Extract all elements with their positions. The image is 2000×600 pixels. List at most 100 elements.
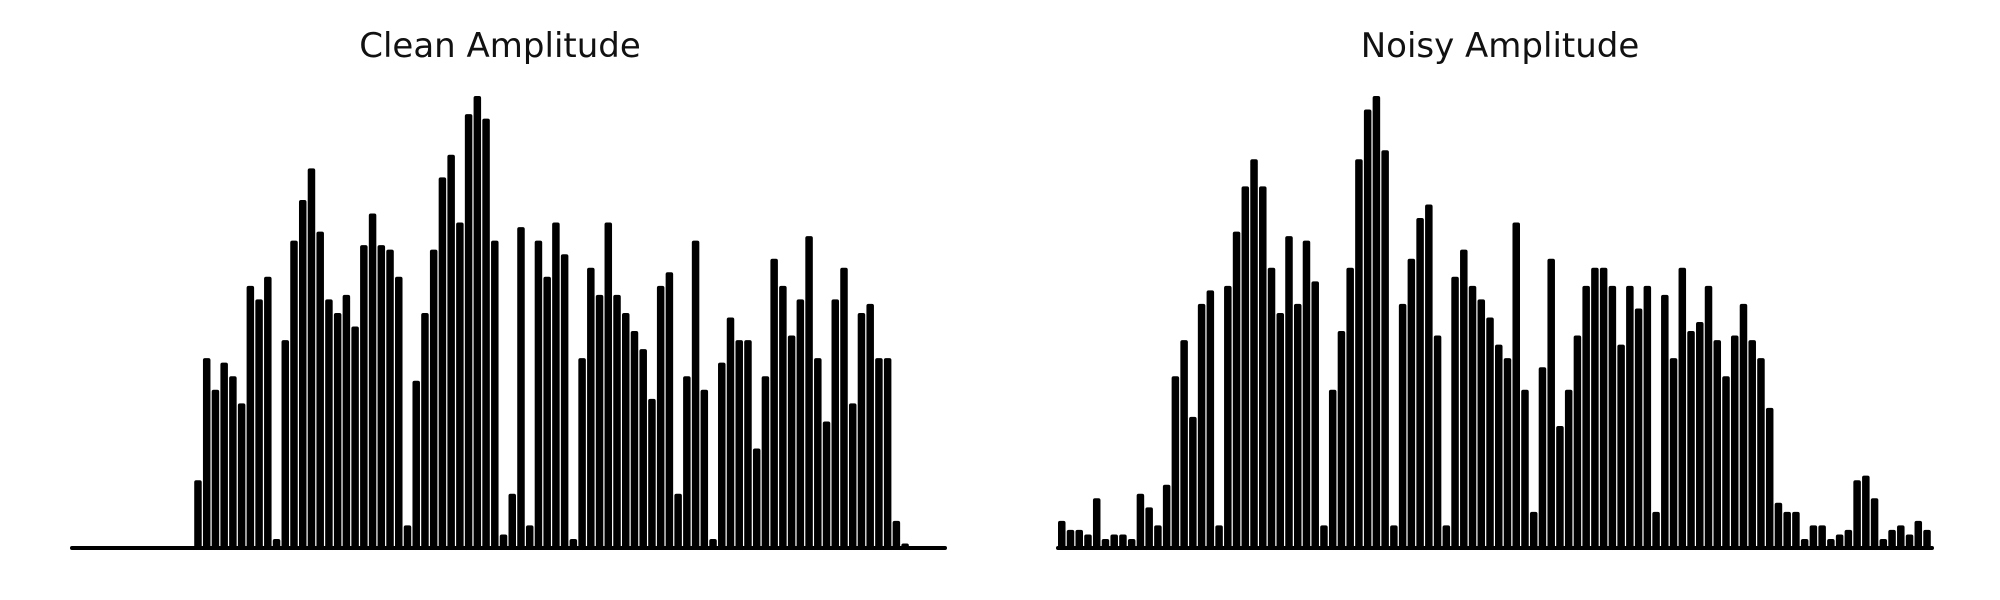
clean-amplitude-bar	[665, 272, 674, 548]
clean-amplitude-bar	[770, 258, 778, 548]
clean-amplitude-bar	[333, 312, 342, 548]
noisy-amplitude-bar	[1687, 331, 1695, 548]
noisy-amplitude-bar	[1145, 507, 1153, 548]
noisy-amplitude-bar	[1582, 285, 1590, 548]
noisy-amplitude-bar	[1119, 534, 1127, 548]
noisy-amplitude-bar	[1407, 258, 1416, 548]
noisy-amplitude-bar	[1661, 294, 1669, 548]
clean-amplitude-bar	[840, 267, 848, 548]
noisy-amplitude-bar	[1224, 285, 1232, 548]
clean-amplitude-bar	[202, 358, 211, 548]
clean-amplitude-bar	[587, 267, 595, 548]
noisy-amplitude-bar	[1897, 525, 1905, 548]
noisy-amplitude-bar	[1495, 344, 1503, 548]
clean-amplitude-bar	[543, 276, 551, 548]
noisy-amplitude-bar	[1669, 358, 1678, 548]
clean-amplitude-bar	[569, 538, 578, 548]
clean-amplitude-bar	[316, 231, 324, 548]
noisy-amplitude-bar	[1127, 538, 1136, 548]
clean-amplitude-bar	[246, 285, 255, 548]
clean-amplitude-bar	[674, 493, 682, 548]
noisy-amplitude-bar	[1521, 389, 1529, 548]
noisy-amplitude-bar	[1626, 285, 1634, 548]
clean-amplitude-bar	[883, 358, 892, 548]
clean-amplitude-bar	[901, 543, 909, 548]
clean-amplitude-bar	[735, 340, 743, 548]
noisy-amplitude-bar	[1250, 159, 1258, 548]
noisy-amplitude-bar	[1862, 475, 1870, 548]
noisy-amplitude-bar	[1853, 480, 1861, 548]
noisy-amplitude-bar	[1722, 376, 1730, 548]
noisy-amplitude-bar	[1617, 344, 1625, 548]
clean-amplitude-bar	[325, 299, 333, 548]
clean-amplitude-bar	[403, 525, 412, 548]
clean-amplitude-bar	[220, 362, 228, 548]
clean-amplitude-bar	[718, 362, 726, 548]
noisy-amplitude-bar	[1276, 312, 1285, 548]
clean-amplitude-bar	[621, 312, 630, 548]
noisy-amplitude-bar	[1923, 529, 1931, 548]
clean-amplitude-bar	[805, 236, 813, 548]
noisy-amplitude-bar	[1162, 484, 1171, 548]
noisy-amplitude-bar	[1311, 281, 1319, 548]
clean-amplitude-bar	[264, 276, 272, 548]
noisy-amplitude-bar	[1416, 218, 1424, 549]
clean-amplitude-bar	[613, 294, 621, 548]
noisy-amplitude-bar	[1512, 222, 1520, 548]
clean-amplitude-bar	[875, 358, 883, 548]
noisy-amplitude-bar	[1529, 511, 1538, 548]
noisy-amplitude-bar	[1643, 285, 1652, 548]
noisy-amplitude-bar	[1888, 529, 1896, 548]
clean-amplitude-bar	[752, 448, 761, 548]
clean-amplitude-bar	[604, 222, 613, 548]
noisy-amplitude-bar	[1879, 538, 1888, 548]
noisy-amplitude-bar	[1285, 236, 1293, 548]
noisy-amplitude-bar	[1110, 534, 1118, 548]
noisy-amplitude-bar	[1241, 186, 1250, 548]
noisy-amplitude-bar	[1442, 525, 1451, 548]
noisy-amplitude-bar	[1783, 511, 1791, 548]
clean-amplitude-bar	[560, 254, 569, 548]
clean-amplitude-bar	[691, 240, 700, 548]
noisy-amplitude-bar	[1591, 267, 1599, 548]
clean-amplitude-bar	[525, 525, 534, 548]
noisy-amplitude-bar	[1328, 389, 1337, 548]
noisy-amplitude-bar	[1460, 249, 1468, 548]
clean-amplitude-bar	[508, 493, 517, 548]
noisy-amplitude-bar	[1730, 335, 1739, 548]
noisy-amplitude-bar	[1800, 538, 1809, 548]
noisy-amplitude-bar	[1206, 290, 1215, 548]
noisy-amplitude-bar	[1084, 534, 1092, 548]
clean-amplitude-bar	[683, 376, 691, 548]
noisy-amplitude-bar	[1372, 96, 1381, 548]
clean-amplitude-panel: Clean Amplitude	[70, 26, 947, 550]
noisy-amplitude-bar	[1573, 335, 1582, 548]
clean-amplitude-bar	[211, 389, 220, 548]
noisy-amplitude-bar	[1678, 267, 1687, 548]
noisy-amplitude-bar	[1171, 376, 1180, 548]
noisy-amplitude-bar	[1101, 538, 1110, 548]
clean-amplitude-bar	[866, 303, 874, 548]
noisy-amplitude-bar	[1477, 299, 1486, 548]
clean-amplitude-bar	[482, 118, 490, 548]
clean-amplitude-bar	[787, 335, 796, 548]
clean-amplitude-bar	[377, 245, 386, 548]
noisy-amplitude-bar	[1425, 204, 1433, 549]
noisy-amplitude-bar	[1652, 511, 1660, 548]
noisy-amplitude-chart	[1056, 96, 1934, 550]
noisy-amplitude-bar	[1608, 285, 1617, 548]
noisy-amplitude-bar	[1197, 303, 1206, 548]
noisy-amplitude-bar	[1792, 511, 1800, 548]
noisy-amplitude-bar	[1215, 525, 1223, 548]
clean-amplitude-bar	[857, 312, 866, 548]
noisy-amplitude-bar	[1748, 340, 1756, 548]
noisy-amplitude-bar	[1827, 538, 1835, 548]
noisy-amplitude-bar	[1355, 159, 1363, 548]
noisy-amplitude-bar	[1346, 267, 1354, 548]
noisy-amplitude-bar	[1293, 303, 1302, 548]
clean-amplitude-bar	[630, 331, 639, 548]
clean-amplitude-bar	[517, 227, 525, 548]
clean-amplitude-bar	[700, 389, 709, 548]
noisy-amplitude-bar	[1259, 186, 1267, 548]
noisy-amplitude-bar	[1713, 340, 1722, 548]
